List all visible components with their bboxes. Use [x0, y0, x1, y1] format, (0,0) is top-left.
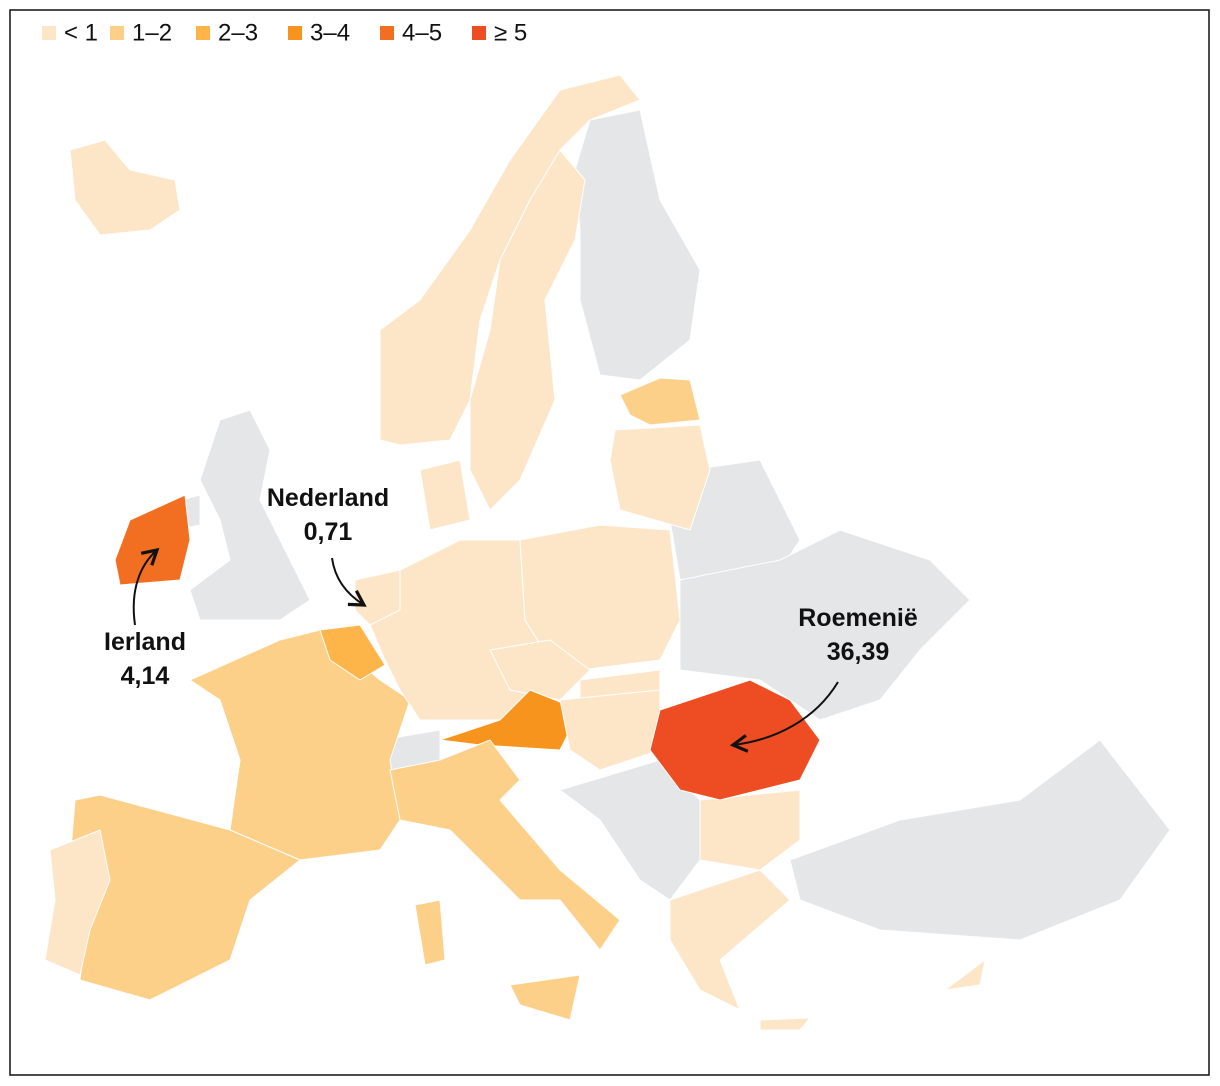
legend-swatch — [288, 26, 302, 40]
country — [489, 639, 591, 701]
legend-swatch — [196, 26, 210, 40]
annotation-name: Roemenië — [798, 604, 918, 632]
annotation-value: 0,71 — [304, 518, 353, 546]
arrow — [331, 557, 367, 607]
legend-swatch — [380, 26, 394, 40]
annotation-value: 36,39 — [827, 638, 890, 666]
legend-label: 3–4 — [310, 19, 350, 46]
annotation-name: Ierland — [104, 628, 186, 656]
country — [44, 829, 111, 976]
country — [679, 529, 971, 721]
country — [669, 869, 791, 1011]
legend-label: < 1 — [64, 19, 98, 46]
country — [509, 974, 581, 1021]
legend-label: 4–5 — [402, 19, 442, 46]
legend: < 1 1–2 2–3 3–4 4–5 ≥ 5 — [42, 19, 527, 46]
arrow — [132, 547, 160, 626]
annotation-name: Nederland — [267, 484, 389, 512]
country — [619, 377, 701, 426]
country — [469, 149, 586, 511]
legend-label: 1–2 — [132, 19, 172, 46]
arrow — [729, 681, 839, 753]
legend-swatch — [472, 26, 486, 40]
country — [559, 689, 661, 771]
country — [389, 739, 621, 951]
legend-label: 2–3 — [218, 19, 258, 46]
country — [414, 899, 446, 966]
country — [759, 1017, 811, 1031]
country — [69, 139, 181, 236]
country — [419, 459, 471, 531]
legend-label: ≥ 5 — [494, 19, 527, 46]
country — [699, 789, 801, 871]
legend-swatch — [110, 26, 124, 40]
country — [319, 624, 386, 681]
country — [944, 959, 986, 991]
legend-swatch — [42, 26, 56, 40]
countries — [44, 74, 1171, 1031]
country — [379, 74, 641, 446]
annotation-value: 4,14 — [121, 662, 170, 690]
country — [789, 739, 1171, 941]
country — [189, 409, 311, 621]
country — [519, 524, 681, 671]
country — [114, 494, 191, 586]
country — [609, 424, 711, 531]
